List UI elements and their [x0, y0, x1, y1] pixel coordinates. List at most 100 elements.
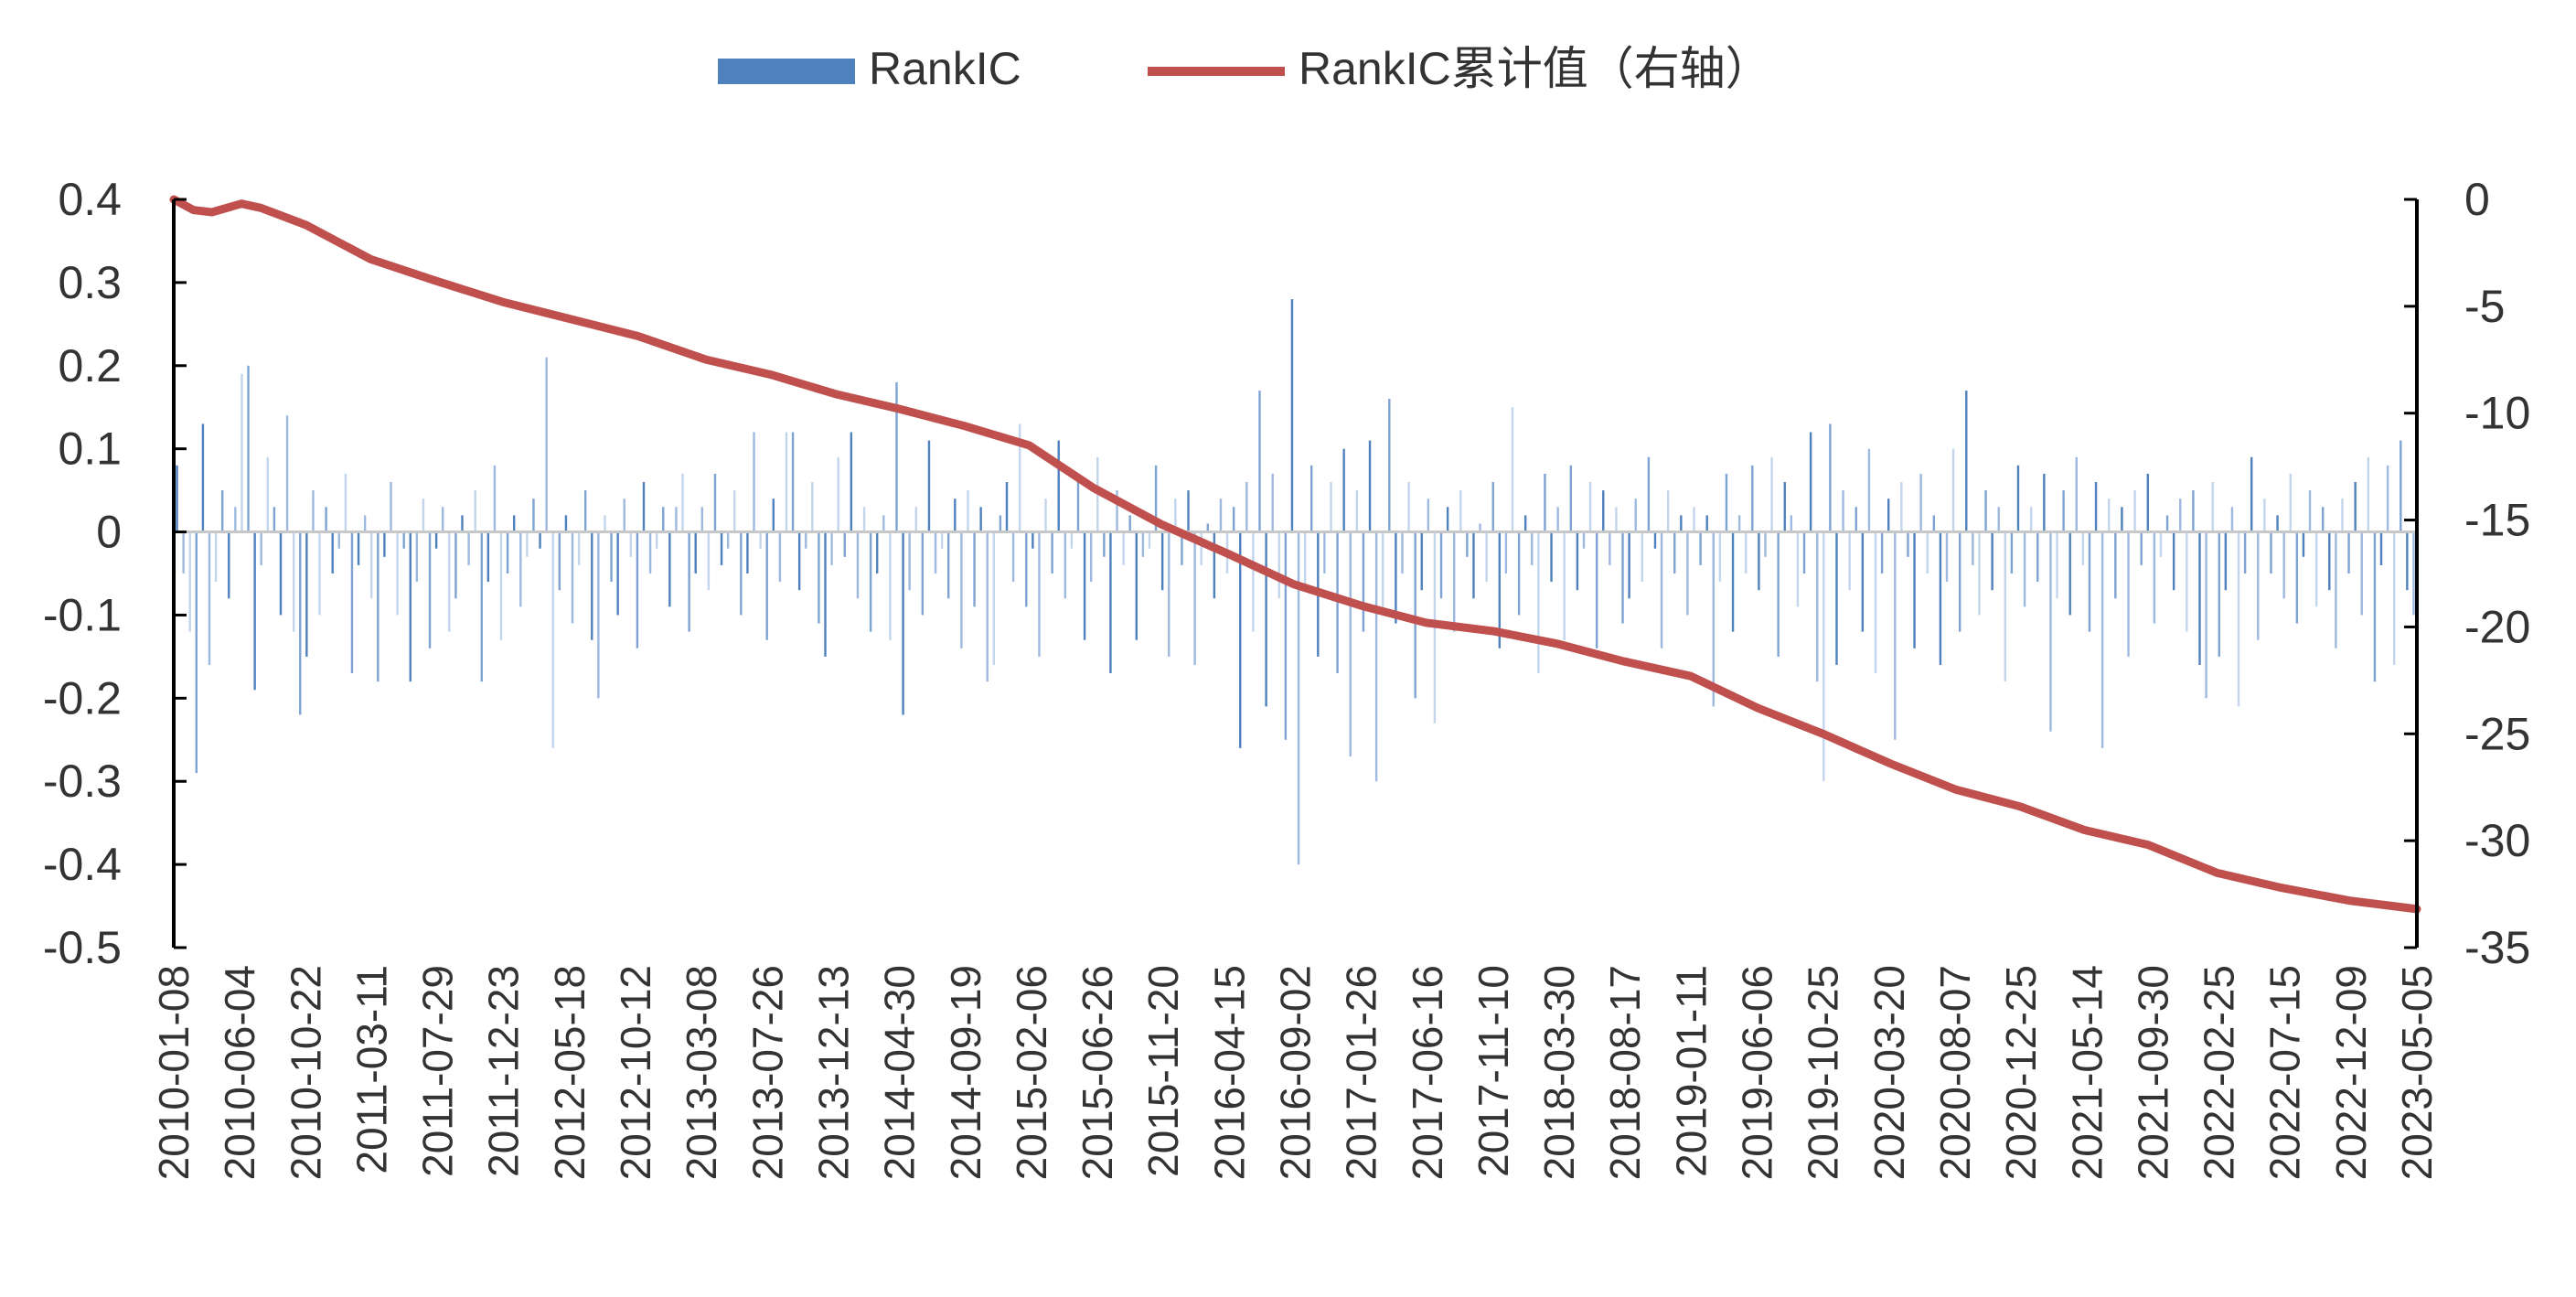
- rankic-bar: [960, 531, 963, 648]
- rankic-bar: [882, 515, 885, 532]
- rankic-bar: [1919, 473, 1922, 532]
- rankic-bar: [1958, 531, 1961, 632]
- rankic-bar: [791, 432, 795, 532]
- rankic-bar: [765, 531, 768, 640]
- rankic-bar: [1141, 531, 1145, 557]
- rankic-bar: [1310, 465, 1313, 532]
- rankic-bar: [1466, 531, 1469, 557]
- rankic-bar: [1200, 531, 1202, 565]
- rankic-bar: [1783, 482, 1786, 532]
- rankic-bar: [253, 531, 256, 691]
- x-tick-label: 2011-07-29: [414, 965, 462, 1177]
- rankic-bar: [377, 531, 379, 682]
- right-tick-label: -5: [2464, 281, 2505, 332]
- x-tick-label: 2013-07-26: [743, 965, 791, 1180]
- rankic-bar: [467, 531, 470, 565]
- axes: [172, 199, 2419, 948]
- rankic-bar: [1355, 490, 1359, 532]
- rankic-bar: [325, 507, 327, 532]
- rankic-bar: [2392, 531, 2396, 665]
- rankic-bar: [1634, 498, 1637, 532]
- rankic-bar: [1939, 531, 1942, 665]
- rankic-bar: [234, 507, 237, 532]
- rankic-bar: [1595, 531, 1598, 648]
- rankic-bar: [2056, 531, 2058, 599]
- x-tick-label: 2014-09-19: [942, 965, 989, 1180]
- rankic-bar: [1523, 515, 1527, 532]
- rankic-bar: [1349, 531, 1352, 756]
- rankic-bar: [778, 531, 782, 583]
- rankic-bar: [228, 531, 230, 599]
- rankic-bar: [285, 415, 289, 532]
- rankic-bar: [604, 515, 606, 532]
- left-tick-label: -0.1: [43, 589, 122, 640]
- rankic-bar: [1303, 531, 1307, 591]
- x-tick-label: 2018-03-30: [1535, 965, 1583, 1180]
- rankic-bar: [733, 490, 736, 532]
- x-tick-label: 2011-12-23: [480, 965, 528, 1177]
- rankic-bar: [688, 531, 690, 632]
- rankic-bar: [279, 531, 283, 616]
- rankic-bar: [318, 531, 321, 616]
- rankic-bar: [292, 531, 295, 632]
- rankic-bar: [266, 456, 269, 532]
- rankic-bar: [1459, 490, 1462, 532]
- rankic-bar: [1932, 515, 1936, 532]
- rankic-bar: [1181, 531, 1183, 565]
- rankic-bar: [1330, 482, 1332, 532]
- left-tick-label: 0.4: [58, 174, 122, 225]
- rankic-bar: [1855, 507, 1857, 532]
- rankic-bar: [428, 531, 432, 648]
- rankic-bar: [1271, 473, 1274, 532]
- rankic-bar: [2335, 531, 2337, 648]
- left-tick-label: 0.1: [58, 423, 122, 475]
- rankic-bar: [2043, 473, 2046, 532]
- rankic-bar: [1122, 531, 1125, 565]
- rankic-bar: [1680, 515, 1683, 532]
- rankic-bar: [1945, 531, 1949, 583]
- rankic-bar: [1057, 440, 1060, 532]
- rankic-bar: [629, 531, 633, 557]
- rankic-bar: [1401, 531, 1404, 573]
- rankic-bar: [2108, 498, 2111, 532]
- legend: RankIC RankIC累计值（右轴）: [718, 43, 1771, 94]
- rankic-bar: [1290, 299, 1294, 532]
- x-tick-label: 2019-10-25: [1800, 965, 1847, 1180]
- rankic-bar: [532, 498, 535, 532]
- rankic-bar: [1187, 490, 1190, 532]
- rankic-bar: [409, 531, 412, 682]
- rankic-bar: [201, 423, 205, 532]
- rankic-bar: [1686, 531, 1689, 616]
- rankic-bar: [1588, 482, 1592, 532]
- rankic-bar: [785, 432, 788, 532]
- rankic-bar: [545, 357, 548, 532]
- rankic-bar: [2140, 531, 2143, 565]
- rankic-bar: [876, 531, 879, 573]
- rankic-bar: [2386, 465, 2389, 532]
- x-tick-label: 2016-04-15: [1205, 965, 1253, 1180]
- rankic-bar: [1926, 531, 1929, 573]
- rankic-bar: [2121, 507, 2123, 532]
- rankic-bar: [188, 531, 191, 632]
- rankic-bar: [2016, 465, 2020, 532]
- rankic-bar: [1342, 448, 1345, 532]
- rankic-bar: [214, 531, 218, 583]
- rankic-bar: [1265, 531, 1267, 707]
- rankic-bar: [1498, 531, 1502, 648]
- rankic-bar: [746, 531, 749, 573]
- rankic-bar: [402, 531, 405, 549]
- rankic-bar: [1011, 531, 1015, 583]
- rankic-bar: [1777, 531, 1780, 657]
- rankic-bar: [493, 465, 497, 532]
- rankic-bar: [1219, 498, 1223, 532]
- x-tick-label: 2012-05-18: [546, 965, 593, 1180]
- rankic-bar: [681, 473, 684, 532]
- rankic-bar: [2282, 531, 2285, 599]
- rankic-bar: [1718, 531, 1722, 583]
- rankic-bar: [869, 531, 872, 632]
- rankic-bar: [1602, 490, 1605, 532]
- rankic-bar: [1758, 531, 1760, 591]
- rankic-bar: [1951, 448, 1955, 532]
- rankic-bar: [2146, 473, 2149, 532]
